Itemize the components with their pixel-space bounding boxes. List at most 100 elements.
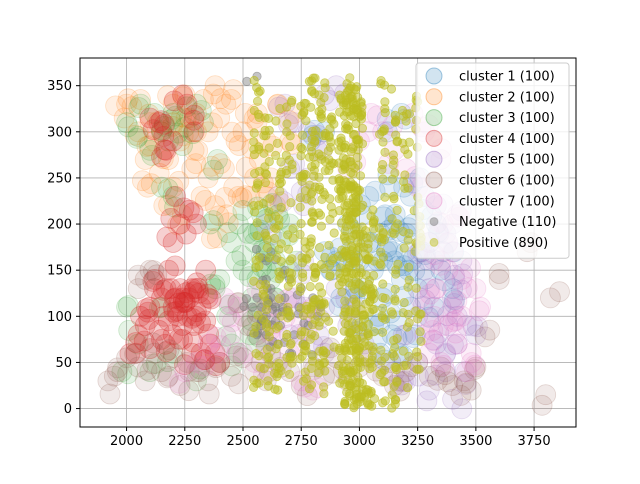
data-point [200, 155, 222, 177]
legend-marker [425, 150, 443, 168]
data-point [158, 310, 179, 332]
data-point [295, 172, 305, 182]
data-point [390, 117, 401, 127]
data-point [540, 287, 561, 309]
data-point [187, 277, 209, 299]
data-point [264, 207, 274, 217]
data-point [148, 319, 170, 341]
data-point [140, 173, 162, 195]
data-point [220, 232, 242, 253]
data-point [209, 351, 231, 373]
data-point [456, 315, 478, 336]
data-point [152, 148, 174, 170]
data-point [121, 96, 143, 117]
data-point [319, 93, 329, 103]
data-point [188, 282, 210, 304]
data-point [231, 245, 253, 266]
data-point [127, 264, 149, 286]
data-point [131, 170, 153, 192]
data-point [360, 226, 371, 236]
data-point [139, 361, 161, 383]
data-point [172, 125, 194, 147]
data-point [149, 297, 170, 319]
data-point [172, 135, 193, 157]
data-point [352, 364, 362, 374]
data-point [200, 273, 222, 295]
data-point [442, 296, 464, 318]
data-point [488, 263, 510, 284]
data-point [456, 277, 478, 299]
data-point [276, 169, 286, 179]
data-point [286, 352, 296, 362]
data-point [228, 373, 250, 395]
data-point [314, 317, 325, 327]
data-point [401, 360, 411, 370]
data-point [125, 332, 147, 353]
data-point [185, 103, 207, 124]
data-point [185, 305, 207, 327]
data-point [430, 356, 452, 378]
data-point [433, 354, 455, 376]
data-point [183, 281, 205, 303]
data-point [168, 328, 190, 350]
data-point [208, 205, 230, 227]
data-point [151, 146, 172, 168]
data-point [134, 370, 156, 392]
data-point [377, 327, 388, 337]
data-point [323, 316, 334, 326]
data-point [446, 333, 468, 355]
data-point [416, 336, 426, 346]
series-8 [249, 73, 426, 413]
data-point [113, 107, 135, 129]
data-point [415, 327, 425, 337]
data-point [299, 318, 309, 328]
data-point [157, 351, 179, 373]
data-point [398, 346, 408, 356]
data-point [376, 247, 386, 257]
legend-label: cluster 4 (100) [459, 132, 555, 147]
data-point [276, 202, 286, 212]
data-point [164, 196, 186, 218]
data-point [249, 128, 259, 138]
data-point [378, 137, 388, 147]
data-point [336, 218, 346, 228]
data-point [174, 361, 196, 383]
data-point [363, 319, 374, 329]
legend-marker [425, 109, 443, 127]
data-point [361, 384, 371, 395]
data-point [138, 135, 160, 157]
data-point [378, 279, 388, 289]
data-point [168, 372, 190, 394]
data-point [199, 333, 221, 355]
data-point [462, 315, 484, 337]
data-point [376, 79, 386, 89]
data-point [317, 113, 327, 123]
data-point [374, 223, 384, 233]
data-point [172, 291, 194, 313]
data-point [348, 169, 358, 179]
data-point [466, 316, 488, 338]
data-point [205, 357, 227, 379]
data-point [220, 333, 242, 355]
data-point [325, 271, 335, 281]
data-point [142, 353, 164, 375]
legend-marker [425, 171, 443, 189]
data-point [192, 112, 214, 133]
data-point [300, 186, 311, 196]
data-point [329, 342, 339, 352]
data-point [201, 228, 222, 250]
data-point [151, 328, 172, 350]
data-point [183, 121, 205, 143]
data-point [220, 89, 242, 110]
data-point [155, 278, 177, 300]
data-point [369, 288, 379, 299]
data-point [197, 167, 219, 189]
data-point [204, 278, 226, 300]
data-point [184, 278, 206, 300]
data-point [403, 262, 414, 272]
data-point [197, 370, 219, 392]
data-point [324, 132, 334, 142]
data-point [197, 121, 219, 143]
data-point [190, 100, 212, 121]
data-point [451, 305, 473, 327]
